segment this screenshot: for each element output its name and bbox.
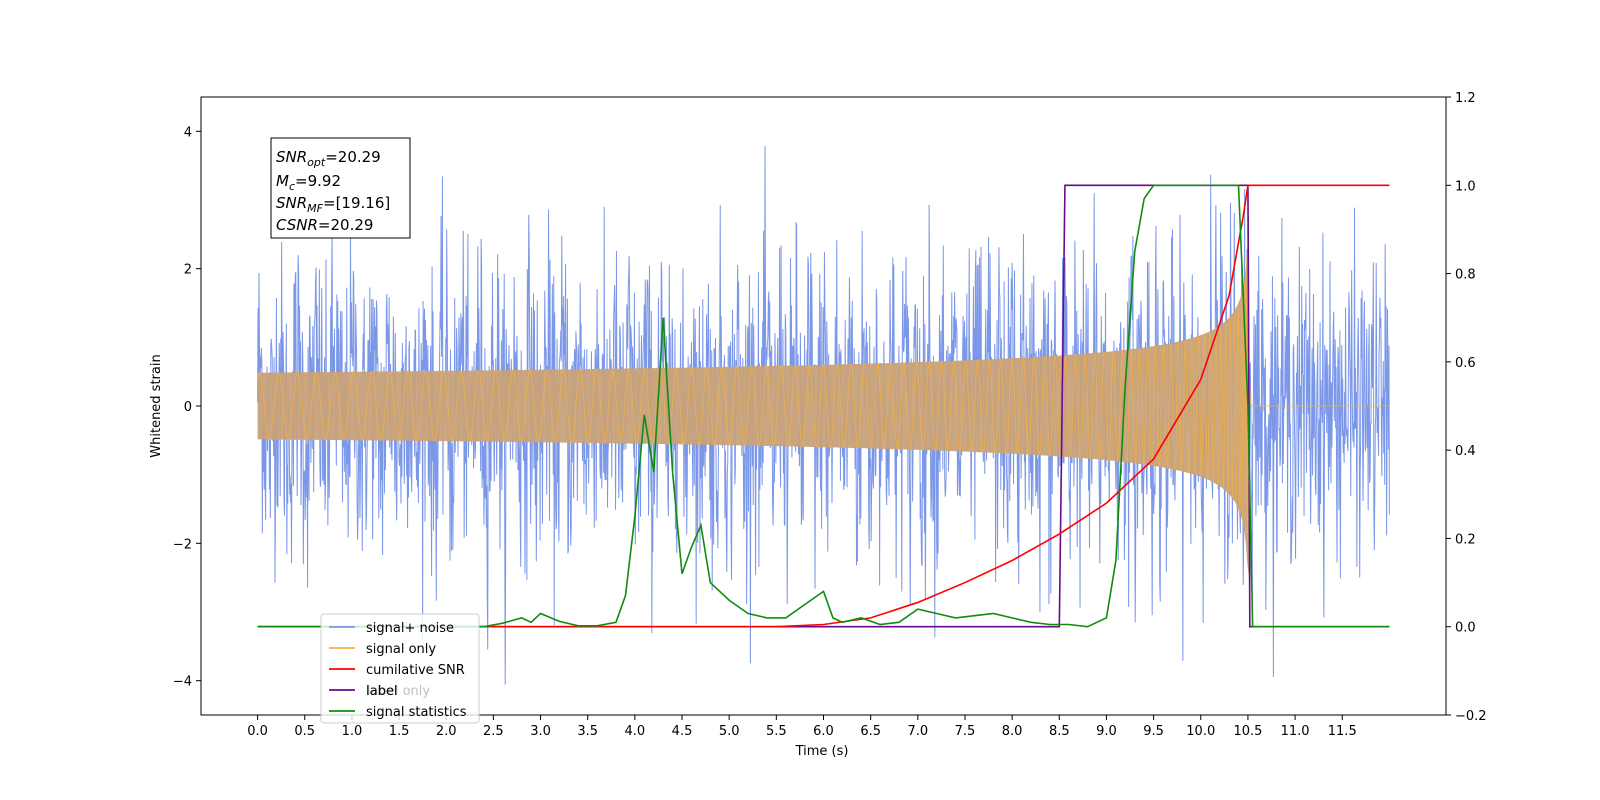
axes: 0.0 0.5 1.0 1.5 2.0 2.5 3.0 3.5 4.0 4.5 5.0 5.5 6.0 6… bbox=[173, 91, 1487, 739]
y-left-tick-label: −2 bbox=[173, 537, 192, 552]
x-tick-label: 10.5 bbox=[1233, 724, 1262, 739]
annotation-snr-opt: SNRopt=20.29 bbox=[276, 148, 381, 169]
annotation-frame bbox=[270, 137, 411, 239]
x-tick-label: 6.0 bbox=[813, 724, 834, 739]
y-right-tick-label: 0.8 bbox=[1455, 268, 1476, 283]
x-tick-label: 11.5 bbox=[1328, 724, 1357, 739]
x-tick-label: 0.5 bbox=[294, 724, 315, 739]
legend-label-signal-only: signal only bbox=[366, 642, 436, 657]
x-tick-label: 9.0 bbox=[1096, 724, 1117, 739]
x-tick-label: 1.0 bbox=[342, 724, 363, 739]
x-tick-label: 9.5 bbox=[1143, 724, 1164, 739]
legend: signal+ noise signal only cumilative SNR la… bbox=[320, 613, 480, 724]
x-tick-label: 7.0 bbox=[907, 724, 928, 739]
x-tick-label: 1.5 bbox=[389, 724, 410, 739]
legend-label-label: label bbox=[366, 684, 397, 699]
x-tick-label: 3.0 bbox=[530, 724, 551, 739]
y-axis-label: Whitened strain bbox=[149, 354, 164, 457]
annotation-csnr-value: =20.29 bbox=[318, 216, 374, 234]
legend-label-signal-statistics: signal statistics bbox=[366, 705, 467, 720]
x-tick-label: 10.0 bbox=[1186, 724, 1215, 739]
y-right-tick-label: 0.0 bbox=[1455, 621, 1476, 636]
x-axis-label: Time (s) bbox=[795, 744, 849, 759]
series-signal-statistics-line bbox=[257, 184, 1390, 628]
x-tick-label: 7.5 bbox=[955, 724, 976, 739]
y-right-tick-label: 1.0 bbox=[1455, 179, 1476, 194]
plot-layer bbox=[257, 146, 1390, 685]
legend-label-signal-noise: signal+ noise bbox=[366, 621, 454, 636]
x-tick-label: 11.0 bbox=[1281, 724, 1310, 739]
x-tick-label: 4.0 bbox=[625, 724, 646, 739]
annotation-snr-opt-value: =20.29 bbox=[325, 148, 381, 166]
y-left-tick-label: 0 bbox=[184, 400, 192, 415]
x-tick-label: 0.0 bbox=[247, 724, 268, 739]
x-tick-label: 5.0 bbox=[719, 724, 740, 739]
annotation-mc-value: =9.92 bbox=[295, 172, 341, 190]
x-tick-label: 2.5 bbox=[483, 724, 504, 739]
annotation-snr-mf-value: =[19.16] bbox=[323, 194, 390, 212]
y-left-tick-label: 2 bbox=[184, 263, 192, 278]
x-tick-label: 2.0 bbox=[436, 724, 457, 739]
series-signal-only-envelope bbox=[257, 234, 1250, 578]
legend-label-label-only: label only bbox=[367, 684, 430, 699]
annotation-snr-mf: SNRMF=[19.16] bbox=[276, 194, 390, 215]
x-tick-label: 8.0 bbox=[1002, 724, 1023, 739]
y-right-tick-label: −0.2 bbox=[1455, 709, 1487, 724]
x-tick-label: 6.5 bbox=[860, 724, 881, 739]
y-right-tick-label: 0.2 bbox=[1455, 532, 1476, 547]
x-tick-label: 3.5 bbox=[577, 724, 598, 739]
legend-frame bbox=[320, 613, 480, 724]
x-tick-label: 5.5 bbox=[766, 724, 787, 739]
y-right-tick-label: 0.4 bbox=[1455, 444, 1476, 459]
y-right-tick-label: 1.2 bbox=[1455, 91, 1476, 106]
legend-label-cumulative-snr: cumilative SNR bbox=[366, 663, 465, 678]
annotation-mc: Mc=9.92 bbox=[276, 172, 341, 193]
annotation-csnr: CSNR=20.29 bbox=[276, 216, 373, 234]
y-left-tick-label: 4 bbox=[184, 125, 192, 140]
x-tick-label: 4.5 bbox=[672, 724, 693, 739]
annotation-box: SNRopt=20.29 Mc=9.92 SNRMF=[19.16] CSNR=… bbox=[270, 137, 411, 239]
y-right-tick-label: 0.6 bbox=[1455, 356, 1476, 371]
y-left-tick-label: −4 bbox=[173, 675, 192, 690]
series-signal-only-line bbox=[257, 234, 1390, 541]
x-tick-label: 8.5 bbox=[1049, 724, 1070, 739]
